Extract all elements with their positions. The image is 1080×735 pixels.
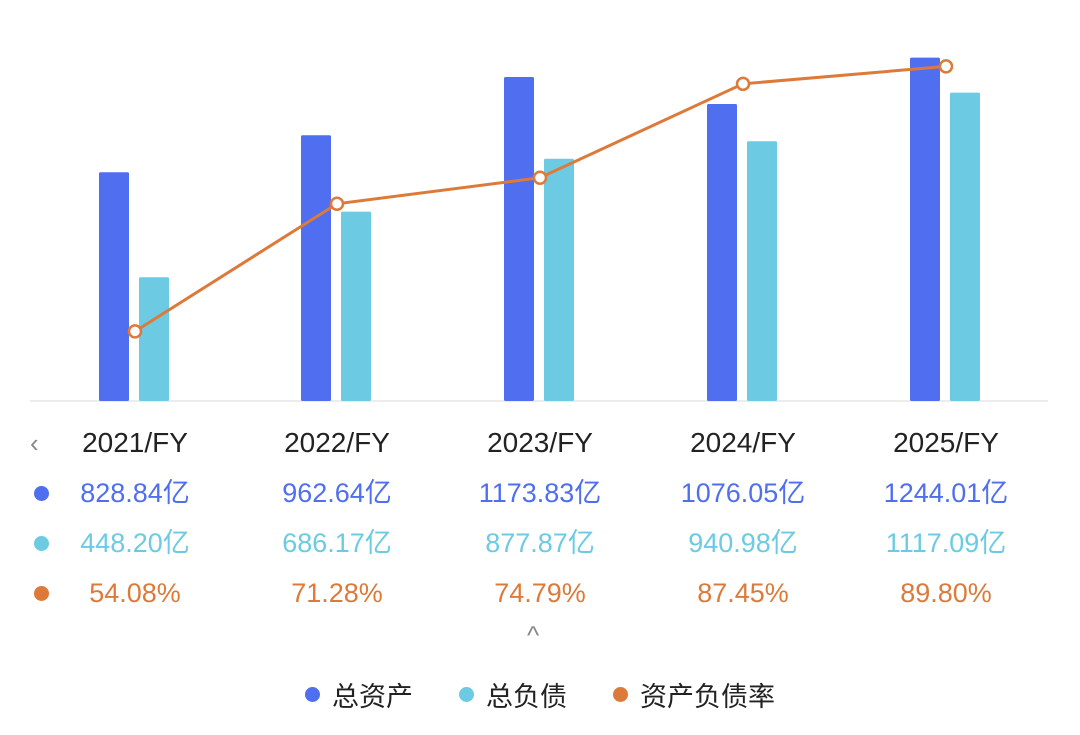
bar-total-liabilities-0[interactable] [139, 277, 169, 401]
value-cell: 962.64亿 [282, 478, 392, 508]
point-debt-ratio-2[interactable] [532, 170, 548, 185]
bar-total-liabilities-3[interactable] [747, 141, 777, 401]
legend-item-debt-ratio[interactable]: 资产负债率 [613, 675, 775, 714]
value-cell: 1244.01亿 [883, 478, 1009, 508]
legend-dot-icon [459, 687, 474, 702]
point-debt-ratio-3[interactable] [735, 76, 751, 92]
bar-total-assets-3[interactable] [707, 104, 737, 402]
value-cell: 828.84亿 [80, 478, 190, 508]
legend-label: 总负债 [486, 682, 567, 712]
point-debt-ratio-4[interactable] [938, 59, 954, 74]
category-row: ‹ 2021/FY 2022/FY 2023/FY 2024/FY 2025/FY [0, 418, 1080, 468]
value-cell: 877.87亿 [485, 528, 595, 558]
category-label: 2022/FY [284, 427, 390, 458]
chevron-up-icon[interactable]: ^ [527, 620, 540, 650]
category-label: 2023/FY [487, 427, 593, 458]
value-cell: 71.28% [291, 578, 383, 608]
value-cell: 448.20亿 [80, 528, 190, 558]
series-row-debt-ratio: 54.08% 71.28% 74.79% 87.45% 89.80% [0, 568, 1080, 618]
series-row-total-assets: 828.84亿 962.64亿 1173.83亿 1076.05亿 1244.01亿 [0, 468, 1080, 518]
series-dot-icon [34, 586, 49, 601]
point-debt-ratio-1[interactable] [329, 196, 345, 212]
value-cell: 940.98亿 [688, 528, 798, 558]
series-dot-icon [34, 486, 49, 501]
category-label: 2021/FY [82, 427, 188, 458]
legend-dot-icon [613, 687, 628, 702]
value-cell: 87.45% [697, 578, 789, 608]
legend-item-total-liabilities[interactable]: 总负债 [459, 675, 567, 714]
chevron-left-icon[interactable]: ‹ [30, 428, 39, 458]
bar-total-liabilities-1[interactable] [341, 211, 371, 401]
value-cell: 89.80% [900, 578, 992, 608]
category-label: 2025/FY [893, 427, 999, 458]
series-row-total-liabilities: 448.20亿 686.17亿 877.87亿 940.98亿 1117.09亿 [0, 518, 1080, 568]
series-dot-icon [34, 536, 49, 551]
legend-dot-icon [305, 687, 320, 702]
legend-label: 资产负债率 [640, 682, 775, 712]
category-label: 2024/FY [690, 427, 796, 458]
value-cell: 686.17亿 [282, 528, 392, 558]
value-cell: 1076.05亿 [680, 478, 806, 508]
legend-label: 总资产 [332, 682, 413, 712]
bar-total-liabilities-4[interactable] [950, 92, 980, 401]
bar-total-assets-1[interactable] [301, 135, 331, 402]
bar-total-assets-4[interactable] [910, 57, 940, 402]
value-cell: 1173.83亿 [478, 478, 602, 508]
data-table: ‹ 2021/FY 2022/FY 2023/FY 2024/FY 2025/FY 82… [0, 418, 1080, 618]
bar-total-assets-2[interactable] [504, 77, 534, 401]
legend-item-total-assets[interactable]: 总资产 [305, 675, 413, 714]
line-debt-ratio [134, 64, 947, 333]
value-cell: 1117.09亿 [885, 528, 1007, 558]
value-cell: 74.79% [494, 578, 586, 608]
value-cell: 54.08% [89, 578, 181, 608]
bar-total-assets-0[interactable] [99, 172, 129, 401]
point-debt-ratio-0[interactable] [127, 324, 143, 339]
bar-total-liabilities-2[interactable] [544, 158, 574, 401]
chart [30, 57, 1048, 402]
legend: 总资产 总负债 资产负债率 [0, 675, 1080, 714]
